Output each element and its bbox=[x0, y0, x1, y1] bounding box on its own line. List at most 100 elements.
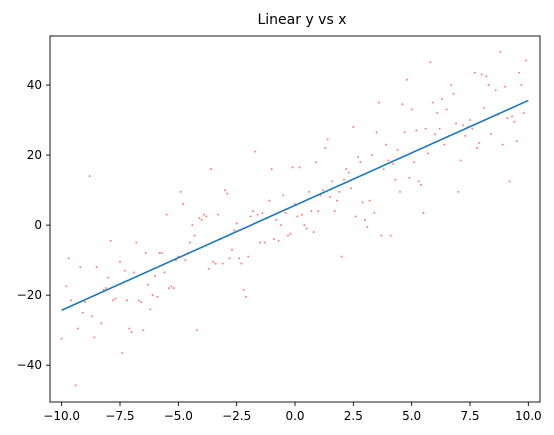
scatter-point bbox=[403, 131, 406, 134]
scatter-point bbox=[137, 299, 140, 302]
scatter-point bbox=[154, 274, 156, 277]
scatter-point bbox=[485, 75, 488, 78]
scatter-point bbox=[105, 287, 107, 290]
scatter-point bbox=[126, 299, 128, 302]
scatter-point bbox=[501, 143, 504, 146]
scatter-point bbox=[506, 117, 509, 120]
scatter-point bbox=[130, 330, 133, 333]
scatter-point bbox=[427, 152, 429, 155]
scatter-point bbox=[525, 59, 527, 62]
scatter-point bbox=[494, 89, 497, 92]
scatter-point bbox=[221, 262, 224, 265]
scatter-point bbox=[287, 234, 289, 237]
scatter-point bbox=[296, 215, 299, 218]
y-tick-label: 0 bbox=[34, 218, 42, 232]
scatter-point bbox=[317, 210, 320, 213]
scatter-point bbox=[217, 213, 219, 216]
scatter-point bbox=[373, 211, 376, 214]
scatter-point bbox=[114, 297, 117, 300]
scatter-point bbox=[441, 98, 443, 101]
scatter-point bbox=[252, 210, 254, 213]
scatter-point bbox=[410, 108, 413, 111]
scatter-point bbox=[210, 168, 212, 171]
scatter-point bbox=[88, 175, 91, 178]
scatter-point bbox=[254, 150, 257, 153]
scatter-point bbox=[429, 61, 432, 64]
scatter-point bbox=[233, 229, 236, 232]
scatter-point bbox=[413, 161, 415, 164]
scatter-point bbox=[242, 288, 245, 291]
scatter-point bbox=[156, 295, 159, 298]
scatter-point bbox=[301, 213, 303, 216]
scatter-point bbox=[135, 241, 138, 244]
x-tick-label: −5.0 bbox=[164, 409, 193, 423]
scatter-point bbox=[457, 190, 460, 193]
scatter-point bbox=[228, 257, 231, 260]
scatter-point bbox=[151, 294, 154, 297]
scatter-point bbox=[350, 187, 352, 190]
scatter-point bbox=[198, 217, 201, 220]
scatter-point bbox=[431, 101, 434, 104]
scatter-point bbox=[340, 255, 343, 258]
scatter-point bbox=[508, 180, 511, 183]
scatter-point bbox=[261, 211, 264, 214]
fit-line bbox=[61, 99, 529, 311]
scatter-point bbox=[170, 285, 173, 288]
scatter-point bbox=[487, 84, 490, 87]
scatter-point bbox=[387, 159, 390, 162]
scatter-point bbox=[161, 252, 163, 255]
scatter-point bbox=[263, 241, 266, 244]
scatter-point bbox=[368, 199, 371, 202]
scatter-point bbox=[329, 196, 331, 199]
x-tick-label: 2.5 bbox=[344, 409, 363, 423]
scatter-point bbox=[226, 192, 229, 195]
scatter-point bbox=[284, 211, 287, 214]
scatter-point bbox=[282, 194, 285, 197]
scatter-point bbox=[231, 248, 233, 251]
scatter-point bbox=[298, 166, 301, 169]
scatter-point bbox=[277, 239, 280, 242]
scatter-point bbox=[401, 103, 404, 106]
scatter-point bbox=[450, 84, 453, 87]
x-tick-label: −2.5 bbox=[222, 409, 251, 423]
scatter-point bbox=[100, 322, 103, 325]
scatter-point bbox=[378, 101, 380, 104]
scatter-point bbox=[399, 190, 401, 193]
y-tick-label: −40 bbox=[17, 358, 42, 372]
scatter-point bbox=[471, 127, 474, 130]
scatter-point bbox=[434, 133, 436, 136]
scatter-point bbox=[259, 241, 261, 244]
scatter-point bbox=[247, 255, 250, 258]
scatter-point bbox=[504, 85, 506, 88]
scatter-point bbox=[394, 178, 397, 181]
x-tick-label: 5.0 bbox=[402, 409, 421, 423]
scatter-point bbox=[144, 252, 147, 255]
scatter-point bbox=[182, 203, 184, 206]
scatter-point bbox=[179, 190, 182, 193]
scatter-point bbox=[515, 140, 518, 143]
scatter-point bbox=[93, 336, 96, 339]
scatter-point bbox=[422, 211, 425, 214]
scatter-point bbox=[443, 143, 446, 146]
scatter-point bbox=[74, 384, 77, 387]
scatter-point bbox=[352, 126, 355, 129]
scatter-point bbox=[193, 234, 196, 237]
scatter-point bbox=[380, 234, 383, 237]
x-tick-label: 10.0 bbox=[515, 409, 542, 423]
scatter-point bbox=[207, 267, 210, 270]
scatter-point bbox=[357, 155, 359, 158]
scatter-point bbox=[289, 232, 292, 235]
scatter-point bbox=[406, 78, 408, 81]
scatter-point bbox=[473, 71, 476, 74]
scatter-point bbox=[238, 257, 240, 260]
scatter-point bbox=[469, 119, 471, 122]
scatter-point bbox=[452, 92, 455, 95]
scatter-point bbox=[445, 108, 448, 111]
scatter-point bbox=[359, 161, 362, 164]
scatter-point bbox=[483, 106, 485, 109]
scatter-point bbox=[149, 308, 152, 311]
scatter-point bbox=[133, 271, 135, 274]
scatter-point bbox=[392, 162, 394, 165]
